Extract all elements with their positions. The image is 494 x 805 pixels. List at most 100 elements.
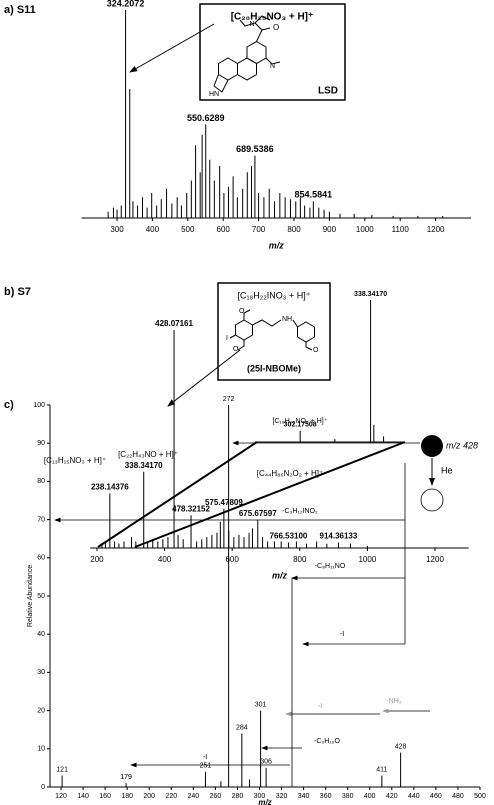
peak-label: 478.32152 [172,504,210,513]
panel-title: b) S7 [4,286,31,298]
x-tick-label: 300 [254,793,266,800]
pointer-arrow [167,349,241,407]
peak-label: 338.34170 [125,461,163,470]
structure-box [217,282,331,381]
inset-annotation: [C₁₈H₂₃NO₃ + H]⁺ [273,418,328,425]
peak-label: 338.34170 [354,291,387,298]
peak-label: 428 [395,743,407,750]
annotation: -C₈H₁₁NO [315,563,346,570]
peak-label: 272 [223,396,235,403]
annotation: -I [318,703,322,710]
peak-label: 428.07161 [155,319,193,328]
box-name: LSD [318,86,338,97]
annotation: -C₃H₁₀O [314,738,341,745]
y-tick-label: 50 [37,593,45,600]
nbome-structure [229,309,315,351]
x-tick-label: 800 [293,555,307,564]
lsd-structure [213,15,281,93]
annotation: [C₄₄H₈₆N₂O₂ + H]⁺ [257,469,323,478]
atom-label: N [270,63,275,70]
x-tick-label: 800 [287,225,301,234]
x-tick-label: 400 [146,225,160,234]
x-tick-label: 700 [252,225,266,234]
x-tick-label: 440 [408,793,420,800]
x-tick-label: 340 [298,793,310,800]
x-tick-label: 1100 [392,225,410,234]
y-axis-label: Relative Abundance [27,565,34,627]
x-tick-label: 600 [225,555,239,564]
y-tick-label: 0 [41,784,45,791]
x-tick-label: 1000 [356,225,374,234]
x-tick-label: 140 [77,793,89,800]
x-tick-label: 200 [143,793,155,800]
y-tick-label: 90 [37,440,45,447]
x-tick-label: 260 [210,793,222,800]
x-tick-label: 420 [386,793,398,800]
y-tick-label: 100 [33,402,45,409]
y-tick-label: 30 [37,669,45,676]
y-tick-label: 70 [37,516,45,523]
x-tick-label: 160 [99,793,111,800]
peak-label: 324.2072 [107,0,145,8]
fragment-arrows [54,440,430,787]
annotation: [C₂₂H₄₃NO + H]⁺ [118,450,178,459]
atom-label: O [273,23,279,32]
x-tick-label: 1000 [358,555,376,564]
product-ion [420,488,444,512]
x-tick-label: 460 [430,793,442,800]
x-tick-label: 500 [181,225,195,234]
peak-label: 854.5841 [295,190,333,200]
x-tick-label: 300 [110,225,124,234]
atom-label: N [249,21,254,28]
atom-label: NH [282,316,292,323]
gas-label: He [441,465,453,475]
x-tick-label: 200 [90,555,104,564]
x-tick-label: 600 [217,225,231,234]
x-tick-label: 240 [187,793,199,800]
peak-label: 575.47809 [205,498,243,507]
peak-label: 121 [56,766,68,773]
atom-label: HN [209,91,219,98]
zoom-line [134,441,406,548]
peak-label: 914.36133 [320,532,358,541]
atom-label: O [233,346,239,353]
structure-box [199,3,346,101]
annotation: -I [340,631,344,638]
peak-label: 238.14376 [91,483,129,492]
box-formula: [C₂₀H₂₅NO₃ + H]⁺ [231,12,314,23]
x-tick-label: 380 [342,793,354,800]
annotation: -NH₃ [386,698,401,705]
y-tick-label: 60 [37,555,45,562]
x-axis-label: m/z [269,240,285,250]
x-tick-label: 280 [232,793,244,800]
peak-label: 284 [236,724,248,731]
peak-label: 550.6289 [187,113,225,123]
x-tick-label: 400 [364,793,376,800]
zoom-line [97,441,258,548]
x-tick-label: 220 [165,793,177,800]
panel-title: a) S11 [4,4,36,16]
x-tick-label: 1200 [427,225,445,234]
annotation: [C₁₃H₁₅NO₃ + H]⁺ [44,456,106,465]
atom-label: O [313,347,319,354]
annotation: -C₃H₁₂INO₂ [282,508,318,515]
x-tick-label: 1200 [426,555,444,564]
peak-label: 251 [200,763,212,770]
box-formula: [C₁₈H₂₂INO₃ + H]⁺ [238,290,311,300]
box-name: (25I-NBOMe) [247,363,301,373]
x-tick-label: 320 [276,793,288,800]
x-axis-label: m/z [258,798,271,805]
annotation: -I [203,754,207,761]
peak-label: 306 [260,759,272,766]
peak-label: 411 [376,766,387,773]
y-tick-label: 20 [37,707,45,714]
pointer-arrow [129,23,215,73]
peak-label: 766.53100 [270,532,308,541]
x-tick-label: 360 [320,793,332,800]
x-tick-label: 480 [452,793,464,800]
atom-label: O [239,308,245,315]
x-tick-label: 500 [474,793,486,800]
peak-label: 302.17508 [284,421,317,428]
